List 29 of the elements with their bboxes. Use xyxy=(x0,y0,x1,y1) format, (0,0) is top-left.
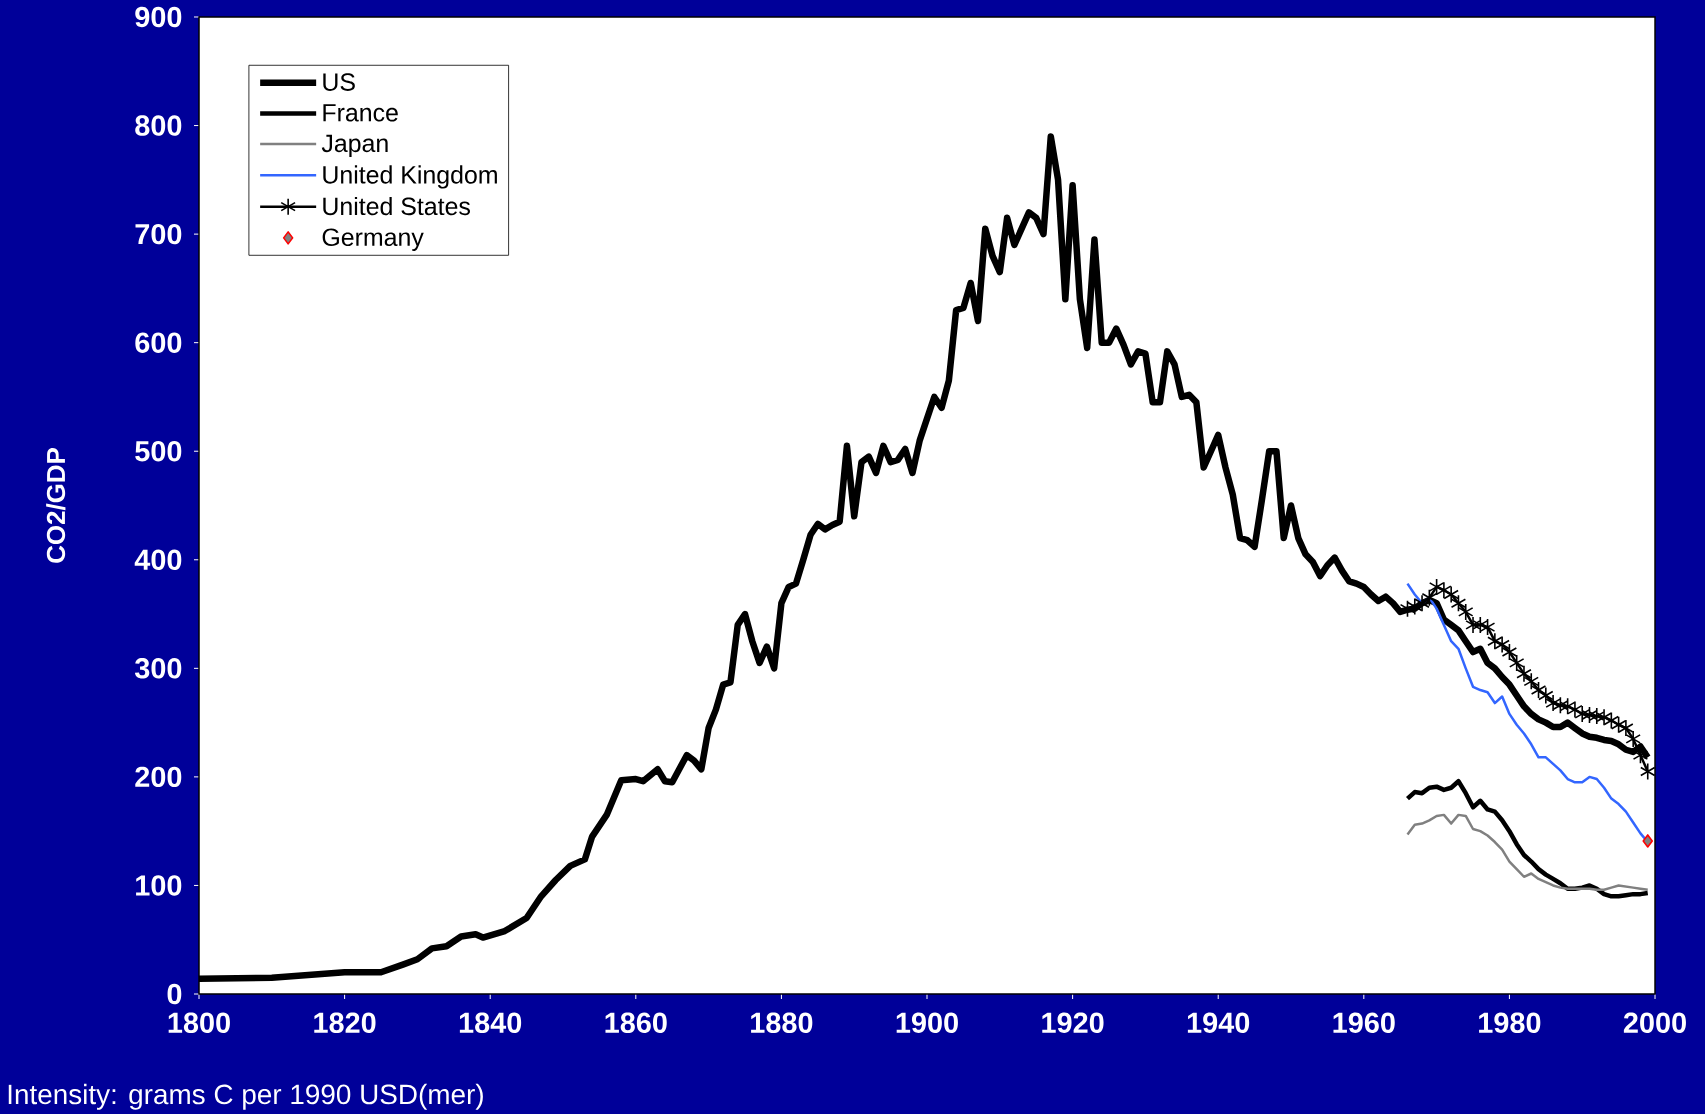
y-tick-label: 900 xyxy=(135,6,182,28)
legend-label: Germany xyxy=(322,228,424,251)
y-tick-label: 400 xyxy=(134,549,182,570)
y-tick-label: 600 xyxy=(135,332,182,353)
x-tick-label: 1820 xyxy=(314,1012,376,1033)
x-tick-label: 1840 xyxy=(459,1012,522,1033)
y-tick-label: 300 xyxy=(134,658,182,679)
x-tick-label: 1880 xyxy=(751,1012,813,1033)
text: Intensity: grams C per 1990 USD(mer) xyxy=(8,1083,483,1110)
y-tick-label: 200 xyxy=(135,766,182,788)
x-tick-label: 1860 xyxy=(605,1012,667,1033)
y-tick-label: 700 xyxy=(135,223,182,245)
y-tick-label: 800 xyxy=(135,115,182,136)
x-tick-label: 1960 xyxy=(1333,1012,1395,1033)
x-tick-label: 1920 xyxy=(1042,1012,1104,1033)
y-axis-title: CO2/GDP xyxy=(46,448,66,563)
y-tick-label: 500 xyxy=(135,440,182,462)
x-tick-label: 2000 xyxy=(1623,1012,1686,1033)
legend-label: United States xyxy=(323,196,470,216)
y-tick-label: 0 xyxy=(167,983,182,1005)
x-tick-label: 1940 xyxy=(1187,1012,1250,1033)
x-tick-label: 1800 xyxy=(168,1012,230,1033)
x-tick-label: 1900 xyxy=(896,1012,958,1033)
legend-label: United Kingdom xyxy=(323,165,497,189)
legend-label: France xyxy=(323,104,398,122)
y-tick-label: 100 xyxy=(136,875,182,896)
x-tick-label: 1980 xyxy=(1479,1012,1541,1033)
legend-label: US xyxy=(323,73,355,91)
legend-label: Japan xyxy=(321,134,388,158)
